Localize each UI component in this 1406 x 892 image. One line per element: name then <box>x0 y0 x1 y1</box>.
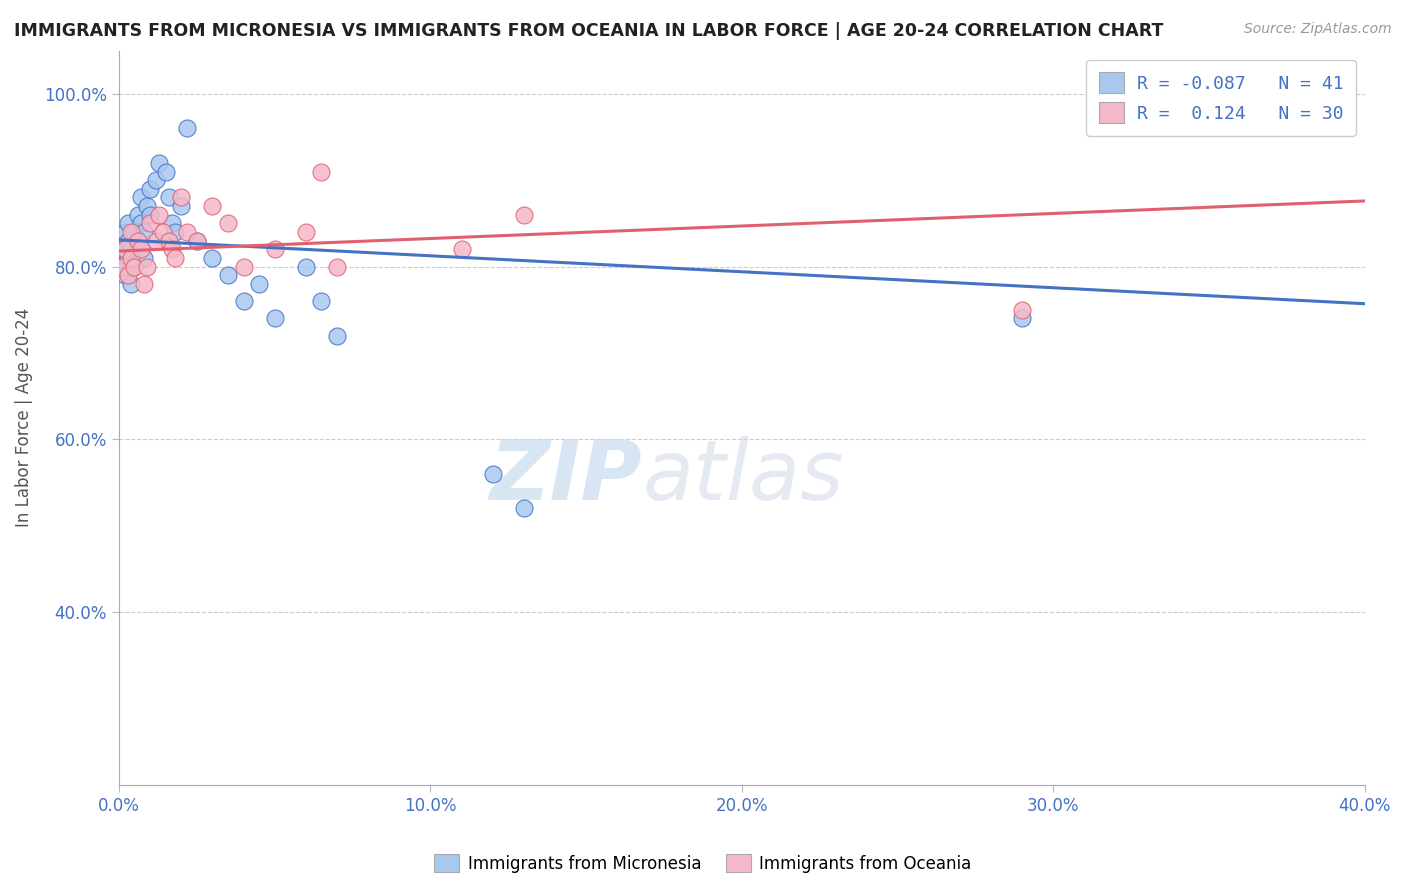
Point <box>176 121 198 136</box>
Text: ZIP: ZIP <box>489 436 643 517</box>
Point <box>148 208 170 222</box>
Point <box>132 251 155 265</box>
Point <box>120 225 142 239</box>
Point <box>139 182 162 196</box>
Point <box>481 467 503 481</box>
Point <box>117 216 139 230</box>
Point <box>170 190 193 204</box>
Point <box>152 225 174 239</box>
Point <box>124 260 146 274</box>
Point <box>294 225 316 239</box>
Point <box>120 277 142 291</box>
Point <box>217 268 239 283</box>
Text: atlas: atlas <box>643 436 844 517</box>
Point <box>129 242 152 256</box>
Point <box>132 225 155 239</box>
Point <box>127 208 149 222</box>
Point <box>294 260 316 274</box>
Point <box>155 164 177 178</box>
Point <box>217 216 239 230</box>
Point <box>111 260 134 274</box>
Point <box>139 216 162 230</box>
Point <box>117 234 139 248</box>
Point <box>114 242 136 256</box>
Point <box>117 268 139 283</box>
Point <box>124 260 146 274</box>
Point <box>201 199 224 213</box>
Y-axis label: In Labor Force | Age 20-24: In Labor Force | Age 20-24 <box>15 308 32 527</box>
Point <box>145 234 167 248</box>
Point <box>129 190 152 204</box>
Point <box>157 234 180 248</box>
Point <box>186 234 208 248</box>
Text: Source: ZipAtlas.com: Source: ZipAtlas.com <box>1244 22 1392 37</box>
Point <box>232 260 254 274</box>
Point <box>114 225 136 239</box>
Point <box>232 294 254 309</box>
Point <box>129 216 152 230</box>
Point <box>120 251 142 265</box>
Point <box>136 260 159 274</box>
Point <box>120 260 142 274</box>
Point <box>450 242 472 256</box>
Legend: R = -0.087   N = 41, R =  0.124   N = 30: R = -0.087 N = 41, R = 0.124 N = 30 <box>1085 60 1355 136</box>
Point <box>311 164 333 178</box>
Point <box>160 242 183 256</box>
Point <box>148 156 170 170</box>
Point <box>326 328 349 343</box>
Point <box>114 268 136 283</box>
Point <box>1011 302 1033 317</box>
Point <box>170 199 193 213</box>
Point <box>247 277 270 291</box>
Point <box>136 199 159 213</box>
Point <box>1011 311 1033 326</box>
Legend: Immigrants from Micronesia, Immigrants from Oceania: Immigrants from Micronesia, Immigrants f… <box>427 847 979 880</box>
Point <box>132 277 155 291</box>
Point <box>513 501 536 516</box>
Point <box>127 234 149 248</box>
Point <box>127 242 149 256</box>
Point <box>263 311 285 326</box>
Point <box>513 208 536 222</box>
Point <box>157 190 180 204</box>
Point <box>124 225 146 239</box>
Point <box>263 242 285 256</box>
Point <box>111 260 134 274</box>
Point <box>120 242 142 256</box>
Point <box>160 216 183 230</box>
Point <box>117 251 139 265</box>
Point <box>326 260 349 274</box>
Point <box>176 225 198 239</box>
Point <box>145 173 167 187</box>
Point <box>201 251 224 265</box>
Point <box>163 251 186 265</box>
Point <box>186 234 208 248</box>
Point <box>111 242 134 256</box>
Point <box>139 208 162 222</box>
Text: IMMIGRANTS FROM MICRONESIA VS IMMIGRANTS FROM OCEANIA IN LABOR FORCE | AGE 20-24: IMMIGRANTS FROM MICRONESIA VS IMMIGRANTS… <box>14 22 1163 40</box>
Point <box>311 294 333 309</box>
Point <box>163 225 186 239</box>
